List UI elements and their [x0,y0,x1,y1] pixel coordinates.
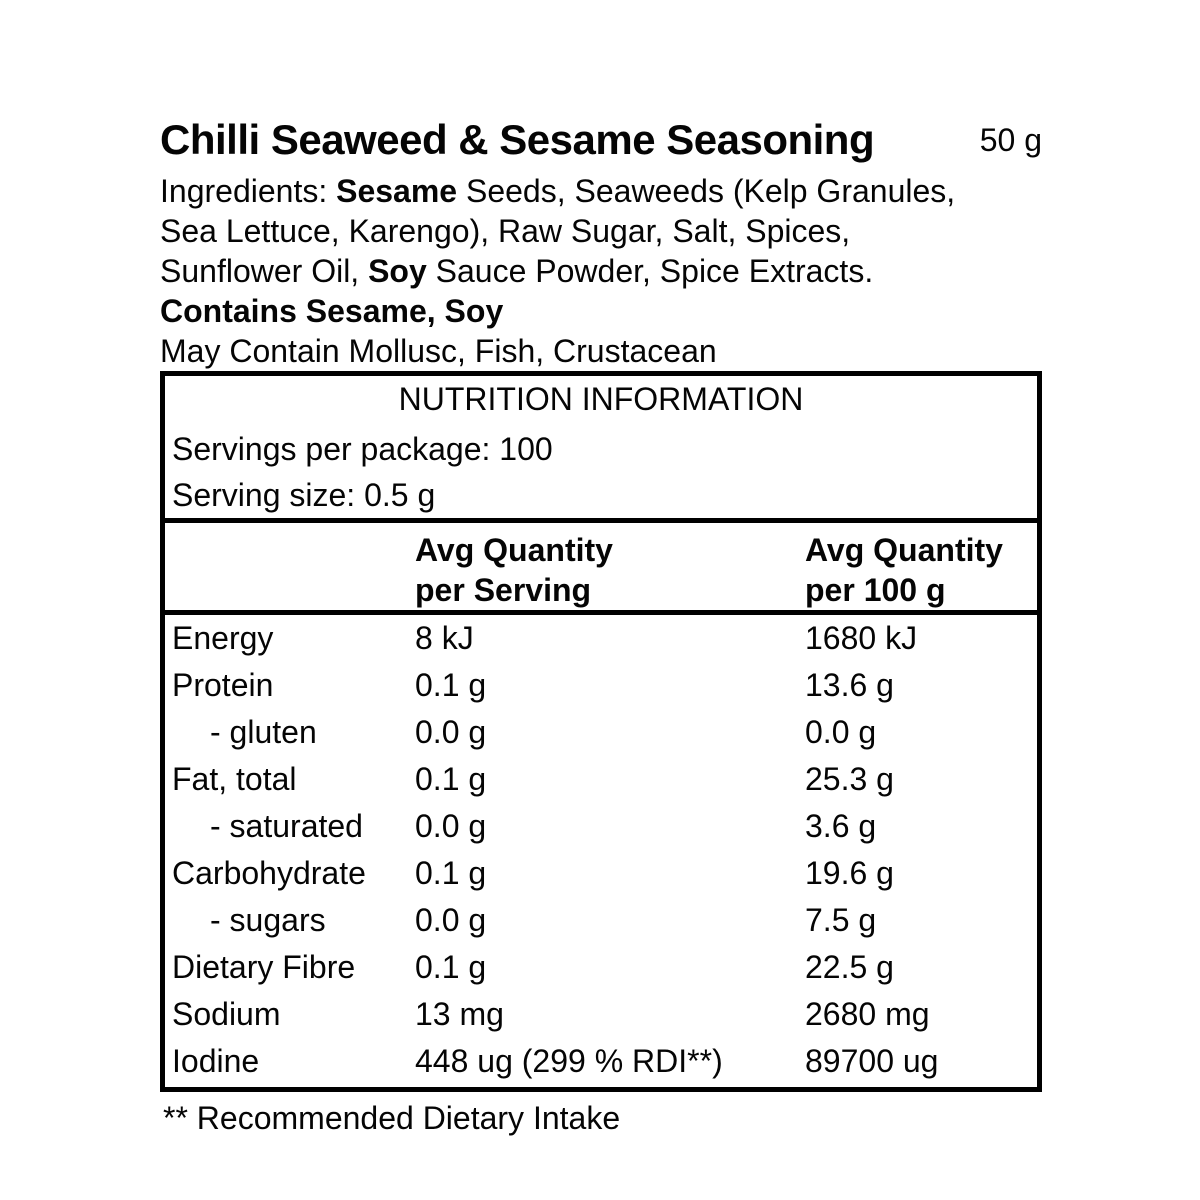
nutrition-title: NUTRITION INFORMATION [398,381,804,417]
per-serving-value: 8 kJ [415,620,474,656]
nutrition-row: Energy 8 kJ 1680 kJ [165,615,1037,662]
ingredients-segment: Sea Lettuce, Karengo), Raw Sugar, Salt, … [160,213,851,249]
rdi-footnote: ** Recommended Dietary Intake [163,1100,621,1136]
per-serving-value: 0.0 g [415,808,487,844]
net-weight: 50 g [979,122,1042,158]
per-100g-value: 0.0 g [805,714,877,750]
nutrition-row: - saturated 0.0 g 3.6 g [165,803,1037,850]
per-serving-value: 0.1 g [415,949,487,985]
per-serving-value: 0.0 g [415,902,487,938]
nutrition-row: Sodium 13 mg 2680 mg [165,991,1037,1038]
per-serving-value: 448 ug (299 % RDI**) [415,1043,723,1079]
per-serving-value: 0.0 g [415,714,487,750]
per-serving-value: 13 mg [415,996,504,1032]
nutrition-row: - sugars 0.0 g 7.5 g [165,897,1037,944]
column-header-per-serving: Avg Quantity per Serving [415,530,805,610]
nutrition-row: Fat, total 0.1 g 25.3 g [165,756,1037,803]
ingredients-segment: Contains Sesame, Soy [160,293,504,329]
ingredients-segment: Sunflower Oil, [160,253,369,289]
column-header-row: Avg Quantity per Serving Avg Quantity pe… [165,523,1037,610]
servings-per-package: Servings per package: 100 [172,431,553,467]
ingredients-segment: Sesame [336,173,458,209]
nutrient-label: Protein [172,667,274,703]
ingredients-segment: Ingredients: [160,173,337,209]
label-page: Chilli Seaweed & Sesame Seasoning 50 g I… [160,116,1042,1137]
nutrient-label: Dietary Fibre [172,949,356,985]
nutrient-label: Sodium [172,996,281,1032]
column-header-spacer [165,530,415,610]
nutrition-row: Iodine 448 ug (299 % RDI**) 89700 ug [165,1038,1037,1085]
product-title: Chilli Seaweed & Sesame Seasoning [160,116,875,163]
ingredients-segment: Seeds, Seaweeds (Kelp Granules, [457,173,956,209]
ingredients-line: Ingredients: Sesame Seeds, Seaweeds (Kel… [160,171,1042,211]
nutrient-label: - sugars [210,902,326,938]
col-header-line: per 100 g [805,572,946,608]
per-100g-value: 22.5 g [805,949,894,985]
nutrient-label: - gluten [210,714,317,750]
nutrition-rows: Energy 8 kJ 1680 kJ Protein 0.1 g 13.6 g - glu… [165,615,1037,1087]
per-serving-value: 0.1 g [415,855,487,891]
ingredients-segment: Soy [368,253,427,289]
nutrient-label: Iodine [172,1043,260,1079]
per-100g-value: 7.5 g [805,902,877,938]
ingredients-line: May Contain Mollusc, Fish, Crustacean [160,331,1042,371]
col-header-line: per Serving [415,572,592,608]
ingredients-line: Sea Lettuce, Karengo), Raw Sugar, Salt, … [160,211,1042,251]
per-100g-value: 2680 mg [805,996,930,1032]
nutrition-panel: NUTRITION INFORMATION Servings per packa… [160,371,1042,1092]
per-100g-value: 19.6 g [805,855,894,891]
per-100g-value: 3.6 g [805,808,877,844]
col-header-line: Avg Quantity [415,532,613,568]
nutrient-label: Carbohydrate [172,855,366,891]
nutrient-label: - saturated [210,808,363,844]
nutrient-label: Fat, total [172,761,297,797]
nutrition-row: Carbohydrate 0.1 g 19.6 g [165,850,1037,897]
per-100g-value: 1680 kJ [805,620,918,656]
nutrition-row: Dietary Fibre 0.1 g 22.5 g [165,944,1037,991]
nutrition-row: Protein 0.1 g 13.6 g [165,662,1037,709]
nutrient-label: Energy [172,620,274,656]
per-serving-value: 0.1 g [415,761,487,797]
per-100g-value: 25.3 g [805,761,894,797]
per-100g-value: 13.6 g [805,667,894,703]
ingredients-text: Ingredients: Sesame Seeds, Seaweeds (Kel… [160,171,1042,371]
label-header: Chilli Seaweed & Sesame Seasoning 50 g [160,116,1042,164]
per-100g-value: 89700 ug [805,1043,939,1079]
ingredients-line: Contains Sesame, Soy [160,291,1042,331]
per-serving-value: 0.1 g [415,667,487,703]
column-header-per-100g: Avg Quantity per 100 g [805,530,1037,610]
divider-middle [165,610,1037,615]
ingredients-segment: Sauce Powder, Spice Extracts. [426,253,874,289]
nutrition-row: - gluten 0.0 g 0.0 g [165,709,1037,756]
divider-top [165,518,1037,523]
serving-size: Serving size: 0.5 g [172,477,436,513]
ingredients-segment: May Contain Mollusc, Fish, Crustacean [160,333,717,369]
col-header-line: Avg Quantity [805,532,1003,568]
ingredients-line: Sunflower Oil, Soy Sauce Powder, Spice E… [160,251,1042,291]
